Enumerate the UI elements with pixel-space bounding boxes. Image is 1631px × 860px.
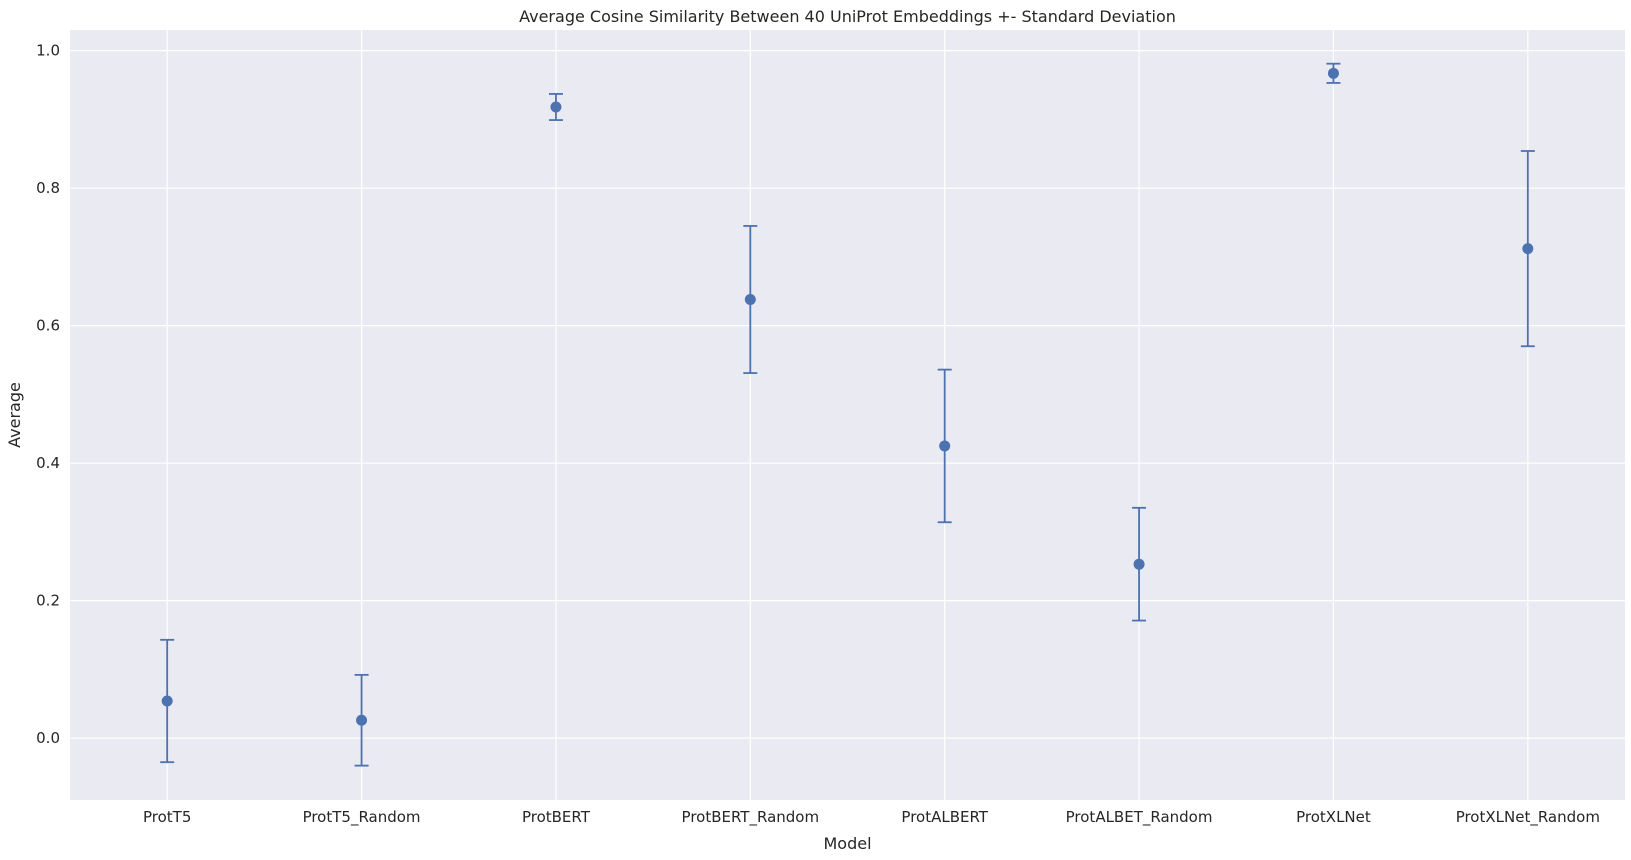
y-tick-label: 0.6 xyxy=(36,317,60,335)
data-point xyxy=(550,101,562,113)
x-tick-label: ProtALBERT xyxy=(901,808,988,826)
x-tick-label: ProtBERT_Random xyxy=(682,808,820,827)
y-tick-label: 0.8 xyxy=(36,179,60,197)
y-tick-label: 0.2 xyxy=(36,592,60,610)
data-point xyxy=(356,714,368,726)
x-axis-label: Model xyxy=(823,834,871,853)
x-tick-labels: ProtT5 ProtT5_Random ProtBERT ProtBERT_Rand… xyxy=(143,808,1600,827)
y-tick-labels: 0.0 0.2 0.4 0.6 0.8 1.0 xyxy=(36,42,60,748)
x-tick-label: ProtT5 xyxy=(143,808,191,826)
data-point xyxy=(1522,243,1534,255)
x-tick-label: ProtXLNet_Random xyxy=(1456,808,1600,827)
chart-title: Average Cosine Similarity Between 40 Uni… xyxy=(519,7,1176,26)
y-axis-label: Average xyxy=(5,382,24,448)
y-tick-label: 1.0 xyxy=(36,42,60,60)
data-point xyxy=(744,294,756,305)
data-points xyxy=(161,67,1534,726)
data-point xyxy=(1133,558,1145,570)
data-point xyxy=(939,440,951,452)
data-point xyxy=(1327,67,1339,79)
x-tick-label: ProtBERT xyxy=(522,808,591,826)
data-point xyxy=(161,695,173,707)
x-tick-label: ProtT5_Random xyxy=(303,808,421,827)
y-tick-label: 0.4 xyxy=(36,454,60,472)
grid xyxy=(70,30,1625,800)
y-tick-label: 0.0 xyxy=(36,729,60,747)
x-tick-label: ProtALBET_Random xyxy=(1066,808,1213,827)
x-tick-label: ProtXLNet xyxy=(1296,808,1371,826)
plot-area xyxy=(70,30,1625,800)
